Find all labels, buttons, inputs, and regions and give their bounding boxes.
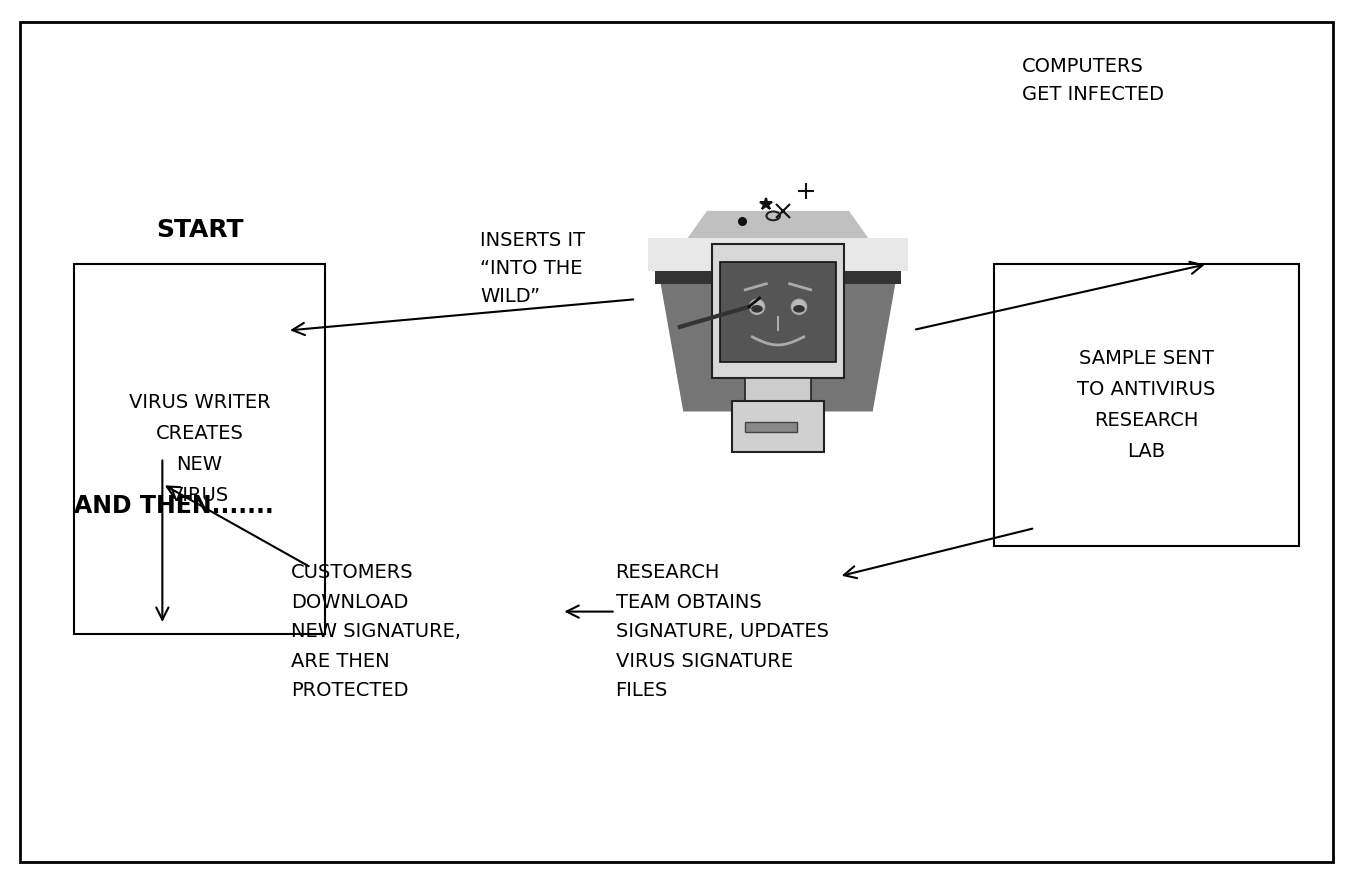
Bar xyxy=(994,264,1299,546)
Bar xyxy=(74,264,325,634)
Bar xyxy=(744,378,810,401)
Polygon shape xyxy=(659,278,896,412)
Polygon shape xyxy=(659,211,896,278)
Bar xyxy=(746,422,797,431)
Text: SAMPLE SENT
TO ANTIVIRUS
RESEARCH
LAB: SAMPLE SENT TO ANTIVIRUS RESEARCH LAB xyxy=(1077,348,1216,461)
Text: START: START xyxy=(156,218,244,242)
Text: CUSTOMERS
DOWNLOAD
NEW SIGNATURE,
ARE THEN
PROTECTED: CUSTOMERS DOWNLOAD NEW SIGNATURE, ARE TH… xyxy=(291,563,461,700)
Text: INSERTS IT
“INTO THE
WILD”: INSERTS IT “INTO THE WILD” xyxy=(480,231,586,306)
Text: RESEARCH
TEAM OBTAINS
SIGNATURE, UPDATES
VIRUS SIGNATURE
FILES: RESEARCH TEAM OBTAINS SIGNATURE, UPDATES… xyxy=(616,563,828,700)
Text: AND THEN.......: AND THEN....... xyxy=(74,494,275,518)
Text: VIRUS WRITER
CREATES
NEW
VIRUS: VIRUS WRITER CREATES NEW VIRUS xyxy=(129,392,271,505)
Ellipse shape xyxy=(792,299,806,314)
Polygon shape xyxy=(648,238,908,271)
Bar xyxy=(732,401,824,451)
Text: COMPUTERS
GET INFECTED: COMPUTERS GET INFECTED xyxy=(1022,57,1164,104)
Bar xyxy=(720,261,836,362)
Ellipse shape xyxy=(750,299,764,314)
Circle shape xyxy=(751,305,763,312)
Bar xyxy=(712,245,844,378)
Circle shape xyxy=(793,305,805,312)
Polygon shape xyxy=(655,271,901,284)
